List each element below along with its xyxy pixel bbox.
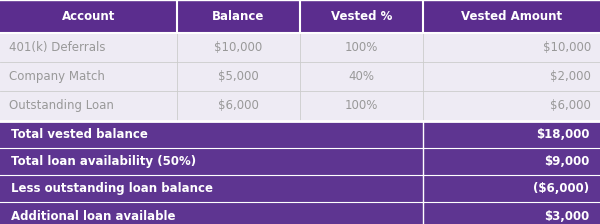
Bar: [300, 62, 423, 91]
Text: Total vested balance: Total vested balance: [11, 128, 148, 141]
Text: $9,000: $9,000: [544, 155, 589, 168]
Bar: [177, 0, 300, 33]
Text: 40%: 40%: [349, 70, 374, 83]
Bar: [423, 91, 600, 121]
Bar: [300, 0, 423, 33]
Text: $2,000: $2,000: [550, 70, 591, 83]
Text: $6,000: $6,000: [550, 99, 591, 112]
Text: $5,000: $5,000: [218, 70, 259, 83]
Text: $10,000: $10,000: [214, 41, 263, 54]
Text: Balance: Balance: [212, 10, 265, 23]
Bar: [0, 62, 177, 91]
Bar: [423, 202, 600, 224]
Text: $3,000: $3,000: [544, 210, 589, 223]
Bar: [177, 33, 300, 62]
Bar: [0, 91, 177, 121]
Text: Company Match: Company Match: [9, 70, 105, 83]
Bar: [0, 148, 600, 175]
Text: Outstanding Loan: Outstanding Loan: [9, 99, 114, 112]
Text: $18,000: $18,000: [536, 128, 589, 141]
Text: Vested Amount: Vested Amount: [461, 10, 562, 23]
Text: 100%: 100%: [345, 99, 378, 112]
Text: Total loan availability (50%): Total loan availability (50%): [11, 155, 196, 168]
Text: Vested %: Vested %: [331, 10, 392, 23]
Bar: [300, 33, 423, 62]
Bar: [423, 0, 600, 33]
Text: Less outstanding loan balance: Less outstanding loan balance: [11, 182, 213, 195]
Bar: [423, 121, 600, 148]
Text: Account: Account: [62, 10, 115, 23]
Bar: [300, 91, 423, 121]
Text: 401(k) Deferrals: 401(k) Deferrals: [9, 41, 106, 54]
Bar: [423, 148, 600, 175]
Text: $10,000: $10,000: [543, 41, 591, 54]
Bar: [177, 91, 300, 121]
Text: 100%: 100%: [345, 41, 378, 54]
Bar: [0, 121, 600, 148]
Bar: [0, 202, 423, 224]
Bar: [0, 202, 600, 224]
Bar: [0, 0, 177, 33]
Bar: [0, 148, 423, 175]
Bar: [177, 62, 300, 91]
Text: ($6,000): ($6,000): [533, 182, 589, 195]
Bar: [0, 175, 423, 202]
Text: $6,000: $6,000: [218, 99, 259, 112]
Bar: [0, 121, 423, 148]
Bar: [0, 33, 177, 62]
Bar: [423, 33, 600, 62]
Bar: [423, 175, 600, 202]
Bar: [0, 175, 600, 202]
Text: Additional loan available: Additional loan available: [11, 210, 175, 223]
Bar: [423, 62, 600, 91]
